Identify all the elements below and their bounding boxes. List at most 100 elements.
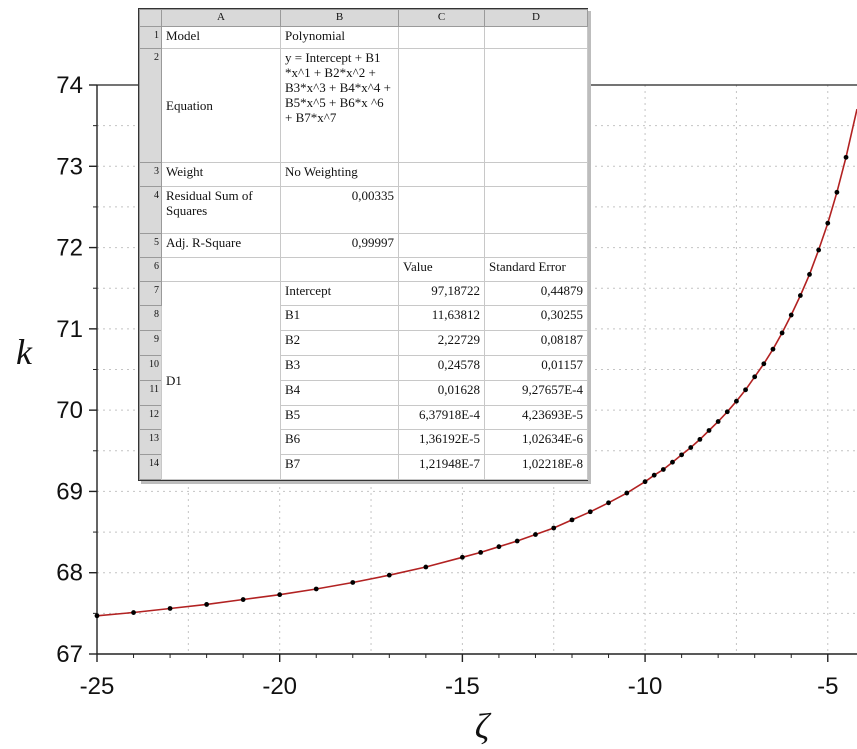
y-tick-label: 74 <box>56 72 83 99</box>
param-name: B7 <box>280 454 399 480</box>
row-number: 6 <box>139 256 162 282</box>
param-error: 0,01157 <box>484 354 588 381</box>
param-value: 0,24578 <box>398 354 485 381</box>
data-point <box>724 409 730 415</box>
column-header: C <box>398 9 485 27</box>
y-tick-label: 68 <box>56 560 83 587</box>
column-header: D <box>484 9 588 27</box>
data-points <box>94 154 849 619</box>
data-point <box>642 479 648 485</box>
data-point <box>350 580 356 585</box>
y-axis-label: k <box>16 332 33 372</box>
table-row: 1 Model Polynomial <box>139 25 588 50</box>
cell-d <box>484 185 588 235</box>
row-number: 3 <box>139 161 162 187</box>
data-point <box>697 437 703 442</box>
cell-d <box>484 25 588 50</box>
data-point <box>94 613 100 619</box>
fit-results-table: A B C D 1 Model Polynomial 2 Equation y = Interce… <box>138 8 588 481</box>
data-point <box>423 564 429 570</box>
row-number: 13 <box>139 429 162 456</box>
data-point <box>706 428 712 433</box>
data-point <box>670 459 675 465</box>
row-number: 9 <box>139 330 162 356</box>
table-row: 4 Residual Sum of Squares 0,00335 <box>139 185 588 235</box>
data-point <box>734 398 739 404</box>
data-point <box>715 419 721 424</box>
x-tick-label: -15 <box>445 673 480 700</box>
data-point <box>843 154 849 160</box>
cell-c <box>398 185 485 235</box>
row-number: 8 <box>139 305 162 332</box>
corner-cell <box>139 9 162 27</box>
data-point <box>825 220 831 226</box>
param-value: 1,36192E-5 <box>398 429 485 456</box>
cell-b: Polynomial <box>280 25 399 50</box>
data-point <box>551 525 557 531</box>
data-point <box>587 509 593 515</box>
data-point <box>660 467 666 472</box>
data-point <box>807 271 812 277</box>
table-row: 14 B7 1,21948E-7 1,02218E-8 <box>139 454 588 480</box>
param-error: 1,02218E-8 <box>484 454 588 480</box>
column-header: A <box>161 9 281 27</box>
param-name: B2 <box>280 330 399 356</box>
cell-a: Residual Sum of Squares <box>161 185 281 235</box>
data-point <box>761 361 767 367</box>
cell-c <box>398 233 485 258</box>
cell-d <box>484 48 588 163</box>
param-error: 1,02634E-6 <box>484 429 588 456</box>
y-tick-label: 72 <box>56 235 83 262</box>
data-point <box>569 517 575 523</box>
cell-c <box>398 25 485 50</box>
data-point <box>606 500 611 506</box>
table-row: 13 B6 1,36192E-5 1,02634E-6 <box>139 429 588 456</box>
column-header: B <box>280 9 399 27</box>
data-point <box>834 189 840 195</box>
spreadsheet: A B C D 1 Model Polynomial 2 Equation y = Interce… <box>139 9 588 481</box>
table-row: 6 Value Standard Error <box>139 256 588 282</box>
cell-b: y = Intercept + B1 *x^1 + B2*x^2 + B3*x^… <box>280 48 399 163</box>
row-number: 12 <box>139 404 162 431</box>
param-name: B4 <box>280 379 399 406</box>
param-name: Intercept <box>280 280 399 307</box>
x-axis-label: ζ <box>475 706 492 746</box>
cell-a <box>161 256 281 282</box>
cell-c <box>398 161 485 187</box>
cell-c: Value <box>398 256 485 282</box>
y-tick-label: 67 <box>56 641 83 668</box>
param-error: 0,30255 <box>484 305 588 332</box>
row-number: 1 <box>139 25 162 50</box>
row-number: 10 <box>139 354 162 381</box>
data-point <box>816 247 822 253</box>
y-tick-label: 69 <box>56 478 83 505</box>
data-point <box>277 592 283 598</box>
y-tick-label: 73 <box>56 153 83 180</box>
cell-b <box>280 256 399 282</box>
param-error: 4,23693E-5 <box>484 404 588 431</box>
data-point <box>131 610 136 615</box>
param-value: 11,63812 <box>398 305 485 332</box>
param-value: 1,21948E-7 <box>398 454 485 480</box>
data-point <box>743 387 748 393</box>
param-value: 6,37918E-4 <box>398 404 485 431</box>
table-row: 9 B2 2,22729 0,08187 <box>139 330 588 356</box>
data-point <box>797 293 803 298</box>
data-point <box>788 312 794 318</box>
row-number: 11 <box>139 379 162 406</box>
table-row: 11 B4 0,01628 9,27657E-4 <box>139 379 588 406</box>
param-group-label: D1 <box>161 280 281 481</box>
param-name: B3 <box>280 354 399 381</box>
cell-d: Standard Error <box>484 256 588 282</box>
param-name: B6 <box>280 429 399 456</box>
row-number: 14 <box>139 454 162 480</box>
table-row: 7 D1 Intercept 97,18722 0,44879 <box>139 280 588 481</box>
cell-b: 0,00335 <box>280 185 399 235</box>
data-point <box>533 532 538 537</box>
cell-b: 0,99997 <box>280 233 399 258</box>
cell-b: No Weighting <box>280 161 399 187</box>
data-point <box>779 330 785 336</box>
table-row: 5 Adj. R-Square 0,99997 <box>139 233 588 258</box>
